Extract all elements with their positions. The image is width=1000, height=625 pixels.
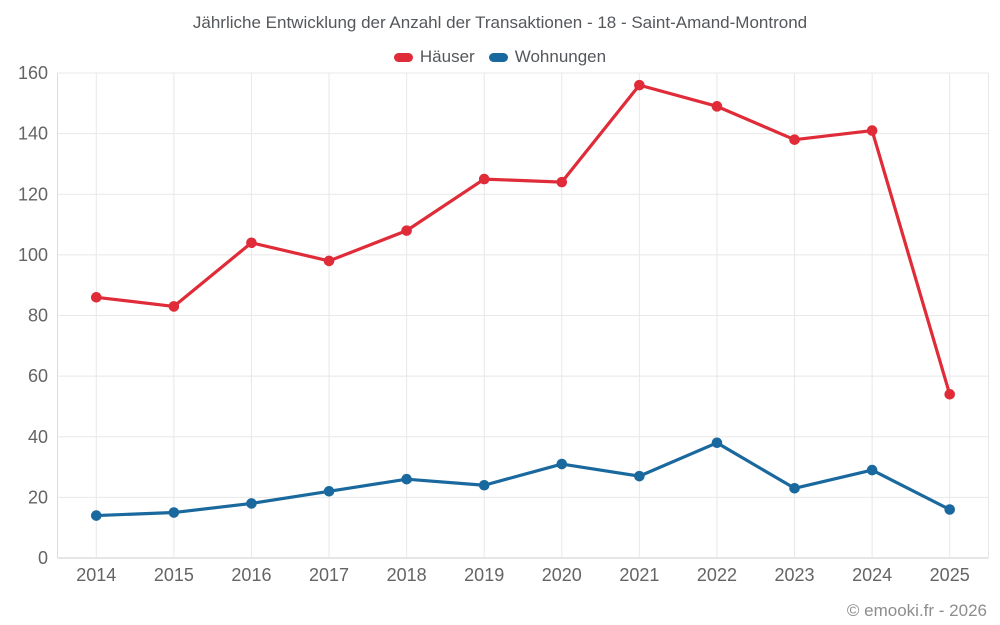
data-point[interactable]	[711, 437, 723, 449]
y-axis-tick-label: 160	[18, 63, 48, 83]
x-axis-tick-label: 2021	[619, 565, 659, 585]
x-axis-tick-label: 2015	[154, 565, 194, 585]
series-line-0	[94, 83, 952, 396]
footer-credit: © emooki.fr - 2026	[846, 601, 987, 620]
data-point[interactable]	[944, 389, 956, 400]
x-axis-tick-label: 2017	[309, 565, 349, 585]
data-point[interactable]	[789, 134, 800, 145]
data-point[interactable]	[323, 486, 335, 497]
data-point[interactable]	[944, 504, 956, 515]
data-point[interactable]	[789, 482, 800, 494]
legend-item-haeuser[interactable]: Häuser	[393, 47, 475, 67]
chart-legend: Häuser Wohnungen	[0, 46, 1000, 68]
y-axis-tick-label: 60	[28, 366, 48, 386]
x-axis-tick-label: 2023	[775, 565, 815, 585]
data-point[interactable]	[478, 479, 490, 491]
x-axis-tick-label: 2018	[387, 565, 427, 585]
y-axis-tick-label: 0	[38, 548, 48, 568]
legend-swatch-haeuser	[393, 52, 413, 62]
x-axis-tick-label: 2019	[464, 565, 504, 585]
y-axis-tick-label: 100	[18, 245, 48, 265]
data-point[interactable]	[556, 458, 568, 470]
data-point[interactable]	[90, 510, 102, 521]
x-axis-tick-label: 2024	[852, 565, 892, 585]
x-axis-tick-label: 2022	[697, 565, 737, 585]
y-axis-tick-label: 80	[28, 306, 48, 326]
y-axis-tick-label: 120	[18, 184, 48, 204]
data-point[interactable]	[246, 237, 257, 249]
data-point[interactable]	[556, 176, 568, 188]
x-axis-tick-label: 2020	[542, 565, 582, 585]
y-axis-tick-label: 140	[18, 124, 48, 144]
data-point[interactable]	[323, 255, 335, 267]
legend-label-haeuser: Häuser	[419, 47, 475, 66]
data-point[interactable]	[168, 507, 180, 518]
data-point[interactable]	[866, 125, 878, 136]
data-point[interactable]	[634, 470, 645, 482]
x-axis-tick-label: 2025	[930, 565, 970, 585]
series-line-1	[94, 441, 952, 518]
data-point[interactable]	[866, 464, 878, 476]
x-axis-tick-label: 2016	[231, 565, 271, 585]
data-point[interactable]	[634, 79, 645, 91]
y-axis-tick-label: 40	[28, 427, 48, 447]
data-point[interactable]	[711, 101, 723, 112]
chart-title: Jährliche Entwicklung der Anzahl der Tra…	[192, 13, 808, 32]
data-point[interactable]	[401, 225, 412, 236]
data-point[interactable]	[401, 473, 412, 485]
legend-label-wohnungen: Wohnungen	[514, 47, 607, 66]
y-axis-tick-label: 20	[28, 487, 48, 507]
data-point[interactable]	[168, 301, 180, 312]
x-axis-tick-label: 2014	[76, 565, 116, 585]
data-point[interactable]	[246, 498, 257, 509]
legend-item-wohnungen[interactable]: Wohnungen	[488, 47, 607, 67]
data-point[interactable]	[478, 173, 490, 185]
data-point[interactable]	[90, 292, 102, 303]
legend-swatch-wohnungen	[488, 52, 508, 62]
